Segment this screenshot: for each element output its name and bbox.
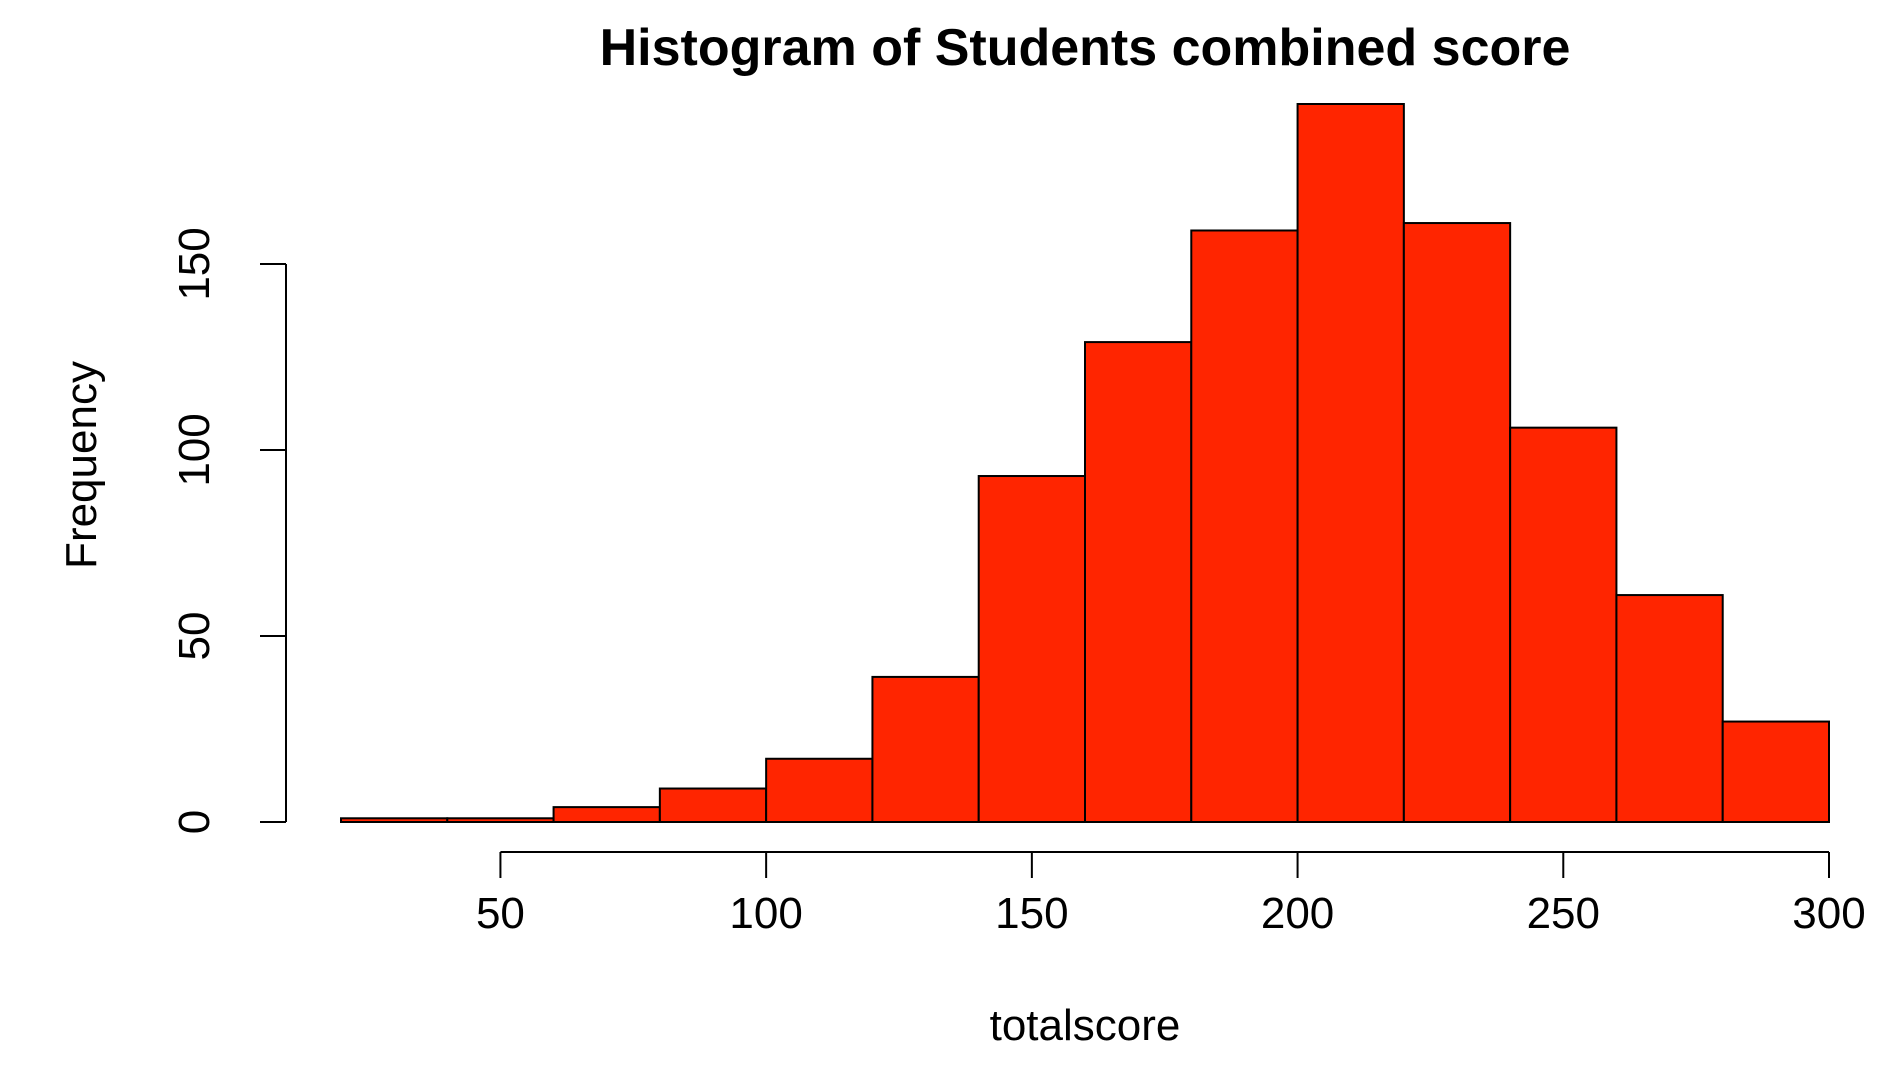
y-tick-label-100: 100 [170, 413, 219, 486]
x-tick-label-300: 300 [1792, 889, 1865, 938]
y-tick-label-150: 150 [170, 227, 219, 300]
x-tick-label-150: 150 [995, 889, 1068, 938]
y-tick-label-50: 50 [170, 612, 219, 661]
x-tick-label-250: 250 [1527, 889, 1600, 938]
histogram-bar-240-260 [1509, 426, 1618, 823]
y-axis-label: Frequency [57, 361, 106, 569]
histogram-bar-60-80 [552, 806, 661, 823]
x-tick-label-50: 50 [476, 889, 525, 938]
histogram-bar-80-100 [658, 787, 768, 823]
x-tick-label-100: 100 [729, 889, 802, 938]
chart-title: Histogram of Students combined score [600, 19, 1571, 77]
x-axis-label: totalscore [990, 1001, 1181, 1050]
histogram-bar-260-280 [1615, 594, 1724, 824]
histogram-bar-40-60 [446, 817, 555, 823]
histogram-bar-100-120 [765, 757, 874, 823]
histogram-bar-180-200 [1190, 229, 1299, 823]
histogram-bar-120-140 [871, 675, 980, 824]
x-ticks-group: 50 100 150 200 250 300 [476, 852, 1866, 938]
histogram-bar-20-40 [340, 817, 449, 823]
x-tick-label-200: 200 [1261, 889, 1334, 938]
histogram-bar-160-180 [1084, 341, 1193, 823]
y-ticks-group: 0 50 100 150 [170, 227, 286, 834]
histogram-bar-280-300 [1721, 720, 1830, 823]
y-tick-label-0: 0 [170, 810, 219, 834]
bars-group [340, 103, 1830, 824]
histogram-bar-200-220 [1296, 103, 1405, 823]
histogram-bar-140-160 [977, 475, 1087, 823]
histogram-bar-220-240 [1402, 222, 1512, 823]
